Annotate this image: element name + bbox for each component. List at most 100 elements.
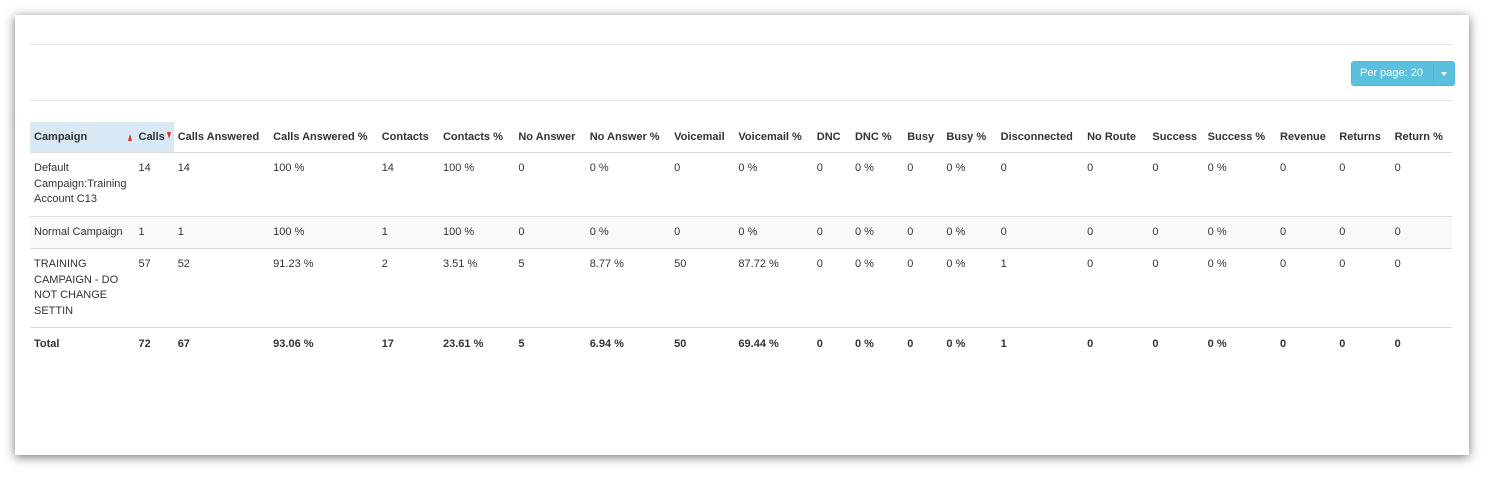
cell-calls: 14 [138, 162, 151, 174]
cell-revenue: 0 [1276, 248, 1336, 328]
column-header-contacts-pct[interactable]: Contacts % [438, 122, 515, 153]
cell-dnc: 0 [816, 162, 823, 174]
column-header-calls[interactable]: Calls [134, 122, 174, 153]
cell-voicemail-pct: 0 % [734, 215, 813, 249]
cell-calls-answered: 1 [173, 215, 270, 249]
column-header-success[interactable]: Success [1148, 122, 1204, 153]
column-header-calls-answered[interactable]: Calls Answered [173, 122, 270, 153]
column-header-calls-answered-pct[interactable]: Calls Answered % [269, 122, 378, 153]
per-page-toggle[interactable] [1433, 62, 1454, 85]
table-total-row: Total 72 67 93.06 % 17 23.61 % 5 6.94 % 50 69.44 … [30, 327, 1452, 362]
cell-calls-answered-pct: 91.23 % [269, 248, 378, 328]
cell-no-answer-pct: 8.77 % [585, 248, 671, 328]
cell-no-answer-pct: 0 % [585, 215, 671, 249]
column-header-no-answer[interactable]: No Answer [514, 122, 586, 153]
cell-revenue: 0 [1280, 162, 1287, 174]
column-header-voicemail-pct[interactable]: Voicemail % [734, 122, 813, 153]
total-dnc: 0 [812, 327, 851, 362]
total-disconnected: 1 [996, 327, 1084, 362]
cell-campaign: Normal Campaign [30, 215, 135, 249]
total-dnc-pct: 0 % [850, 327, 904, 362]
caret-down-icon [1441, 71, 1447, 76]
cell-success-pct: 0 % [1207, 162, 1227, 174]
column-header-dnc[interactable]: DNC [812, 122, 851, 153]
cell-no-answer: 0 [518, 162, 525, 174]
column-header-return-pct[interactable]: Return % [1390, 122, 1452, 153]
per-page-button[interactable]: Per page: 20 [1352, 62, 1433, 85]
cell-calls-answered: 52 [173, 248, 270, 328]
cell-dnc-pct: 0 % [854, 162, 874, 174]
column-header-busy[interactable]: Busy [903, 122, 943, 153]
total-busy-pct: 0 % [942, 327, 997, 362]
cell-returns: 0 [1339, 162, 1346, 174]
cell-return-pct: 0 [1394, 162, 1401, 174]
column-header-returns[interactable]: Returns [1335, 122, 1391, 153]
cell-busy: 0 [907, 162, 914, 174]
cell-success: 0 [1148, 248, 1204, 328]
column-header-contacts[interactable]: Contacts [377, 122, 439, 153]
header-divider [30, 100, 1452, 101]
cell-returns: 0 [1335, 215, 1391, 249]
table-body: Default Campaign:Training Account C13 14 1… [30, 153, 1452, 362]
cell-campaign: TRAINING CAMPAIGN - DO NOT CHANGE SETTIN [30, 248, 135, 328]
campaign-report-table: Campaign Calls Calls Answered Calls Answ… [30, 122, 1452, 362]
column-header-revenue[interactable]: Revenue [1276, 122, 1336, 153]
column-header-no-answer-pct[interactable]: No Answer % [585, 122, 671, 153]
cell-no-answer: 0 [514, 215, 586, 249]
cell-calls-answered-pct: 100 % [273, 162, 305, 174]
cell-calls-answered: 14 [177, 162, 190, 174]
total-success: 0 [1148, 327, 1204, 362]
per-page-dropdown[interactable]: Per page: 20 [1351, 61, 1455, 86]
column-header-voicemail[interactable]: Voicemail [670, 122, 735, 153]
total-busy: 0 [903, 327, 943, 362]
cell-dnc-pct: 0 % [850, 248, 904, 328]
top-divider [30, 44, 1452, 45]
cell-returns: 0 [1335, 248, 1391, 328]
total-voicemail-pct: 69.44 % [734, 327, 813, 362]
cell-voicemail-pct: 87.72 % [734, 248, 813, 328]
table-row: Default Campaign:Training Account C13 14 1… [30, 153, 1452, 217]
sort-asc-icon [127, 134, 132, 141]
column-header-busy-pct[interactable]: Busy % [942, 122, 997, 153]
cell-success: 0 [1148, 215, 1204, 249]
table-row: Normal Campaign 1 1 100 % 1 100 % 0 0 % 0 0 % 0 0 %… [30, 215, 1452, 249]
cell-success: 0 [1152, 162, 1159, 174]
total-revenue: 0 [1276, 327, 1336, 362]
cell-contacts-pct: 100 % [442, 162, 475, 174]
total-campaign: Total [30, 327, 135, 362]
cell-disconnected: 1 [996, 248, 1084, 328]
total-calls-answered: 67 [173, 327, 270, 362]
cell-dnc: 0 [812, 215, 851, 249]
cell-voicemail: 0 [674, 162, 681, 174]
cell-calls: 57 [134, 248, 174, 328]
total-no-answer: 5 [514, 327, 586, 362]
cell-voicemail-pct: 0 % [738, 162, 758, 174]
column-header-success-pct[interactable]: Success % [1203, 122, 1277, 153]
table-row: TRAINING CAMPAIGN - DO NOT CHANGE SETTIN… [30, 248, 1452, 328]
total-no-answer-pct: 6.94 % [585, 327, 671, 362]
cell-busy-pct: 0 % [942, 215, 997, 249]
cell-busy-pct: 0 % [946, 162, 966, 174]
cell-return-pct: 0 [1390, 248, 1452, 328]
cell-calls: 1 [134, 215, 174, 249]
total-calls: 72 [134, 327, 174, 362]
cell-revenue: 0 [1276, 215, 1336, 249]
column-header-no-route[interactable]: No Route [1083, 122, 1149, 153]
cell-success-pct: 0 % [1203, 215, 1277, 249]
cell-contacts-pct: 100 % [438, 215, 515, 249]
column-header-dnc-pct[interactable]: DNC % [850, 122, 904, 153]
cell-busy: 0 [903, 215, 943, 249]
column-header-campaign[interactable]: Campaign [30, 122, 135, 153]
cell-busy: 0 [903, 248, 943, 328]
cell-disconnected: 0 [996, 215, 1084, 249]
cell-contacts: 2 [377, 248, 439, 328]
cell-no-answer-pct: 0 % [589, 162, 609, 174]
cell-busy-pct: 0 % [942, 248, 997, 328]
total-voicemail: 50 [670, 327, 735, 362]
cell-return-pct: 0 [1390, 215, 1452, 249]
total-contacts: 17 [377, 327, 439, 362]
cell-disconnected: 0 [1000, 162, 1007, 174]
total-contacts-pct: 23.61 % [438, 327, 515, 362]
table-header-row: Campaign Calls Calls Answered Calls Answ… [30, 122, 1452, 153]
column-header-disconnected[interactable]: Disconnected [996, 122, 1084, 153]
